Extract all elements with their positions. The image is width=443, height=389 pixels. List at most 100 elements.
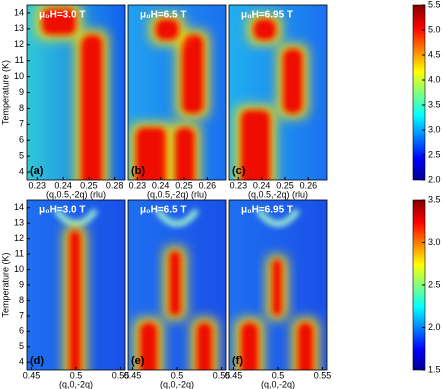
y-tick-label: 12: [14, 233, 24, 243]
panel-title: μ₀H=3.0 T: [39, 10, 85, 21]
colorbar-tick-label: 5.0: [428, 24, 441, 34]
x-tick-label: 0.26: [199, 180, 217, 190]
panel-label: (d): [30, 355, 44, 367]
x-tick-label: 0.5: [171, 370, 184, 380]
heatmap: [128, 200, 226, 370]
x-tick-label: 0.45: [225, 370, 243, 380]
heatmap: [229, 200, 327, 370]
core: [272, 259, 282, 316]
x-tick-label: 0.25: [175, 180, 193, 190]
core: [297, 322, 314, 370]
panel-label: (a): [30, 165, 44, 177]
x-tick-label: 0.55: [314, 370, 332, 380]
panel-title: μ₀H=6.95 T: [241, 205, 293, 216]
panel-label: (e): [131, 355, 145, 367]
colorbar-tick-label: 2.5: [428, 279, 441, 289]
y-tick-label: 6: [19, 135, 24, 145]
x-tick-label: 0.24: [253, 180, 271, 190]
x-tick-label: 0.24: [54, 180, 72, 190]
y-axis-label: Temperature (K): [0, 60, 10, 125]
y-tick-label: 7: [19, 119, 24, 129]
y-axis-label: Temperature (K): [0, 252, 10, 317]
panel-title: μ₀H=6.5 T: [140, 10, 186, 21]
colorbar-tick-label: 3.0: [428, 237, 441, 247]
x-axis-label: (q,0.5,-2q) (rlu): [248, 189, 308, 199]
core: [135, 127, 168, 180]
core: [155, 19, 179, 40]
colorbar-tick-label: 4.5: [428, 49, 441, 59]
x-tick-label: 0.25: [276, 180, 294, 190]
arc: [154, 208, 200, 227]
panel-label: (b): [131, 165, 145, 177]
heatmap: [27, 200, 125, 370]
colorbar-tick-label: 2.0: [428, 174, 441, 184]
panel-label: (f): [232, 355, 243, 367]
y-tick-label: 12: [14, 39, 24, 49]
x-tick-label: 0.28: [106, 180, 124, 190]
y-tick-label: 14: [14, 202, 24, 212]
arc: [255, 208, 301, 227]
y-tick-label: 8: [19, 295, 24, 305]
x-axis-label: (q,0.5,-2q) (rlu): [46, 189, 106, 199]
x-tick-label: 0.23: [230, 180, 248, 190]
colorbar: [412, 4, 426, 181]
x-tick-label: 0.55: [213, 370, 231, 380]
y-tick-label: 10: [14, 71, 24, 81]
x-tick-label: 0.24: [152, 180, 170, 190]
core: [240, 322, 259, 370]
core: [253, 19, 277, 40]
x-tick-label: 0.26: [300, 180, 318, 190]
x-axis-label: (q,0,-2q): [160, 379, 194, 389]
y-tick-label: 14: [14, 7, 24, 17]
y-tick-label: 9: [19, 279, 24, 289]
core: [80, 34, 103, 180]
core: [69, 230, 81, 370]
x-tick-label: 0.45: [23, 370, 41, 380]
y-tick-label: 8: [19, 103, 24, 113]
colorbar-tick-label: 2.0: [428, 322, 441, 332]
x-axis-label: (q,0.5,-2q) (rlu): [147, 189, 207, 199]
heatmap: [128, 5, 226, 180]
y-tick-label: 11: [15, 55, 24, 65]
y-tick-label: 11: [15, 248, 24, 258]
colorbar-tick-label: 2.5: [428, 149, 441, 159]
x-axis-label: (q,0,-2q): [59, 379, 93, 389]
colorbar-tick-label: 5.5: [428, 0, 441, 9]
y-tick-label: 5: [19, 151, 24, 161]
y-tick-label: 13: [14, 218, 24, 228]
y-tick-label: 7: [19, 310, 24, 320]
x-tick-label: 0.45: [124, 370, 142, 380]
colorbar-tick-label: 4.0: [428, 74, 441, 84]
panel-title: μ₀H=3.0 T: [39, 205, 85, 216]
core: [240, 110, 271, 180]
x-tick-label: 0.5: [70, 370, 83, 380]
y-tick-label: 13: [14, 23, 24, 33]
core: [181, 34, 204, 114]
colorbar-tick-label: 3.5: [428, 99, 441, 109]
x-tick-label: 0.55: [112, 370, 130, 380]
x-tick-label: 0.23: [129, 180, 147, 190]
core: [169, 251, 181, 316]
core: [175, 127, 195, 180]
y-tick-label: 10: [14, 264, 24, 274]
core: [196, 322, 213, 370]
core: [282, 48, 303, 114]
colorbar-tick-label: 3.0: [428, 124, 441, 134]
arc: [53, 208, 99, 227]
y-tick-label: 5: [19, 341, 24, 351]
y-tick-label: 6: [19, 326, 24, 336]
core: [139, 322, 158, 370]
heatmap: [229, 5, 327, 180]
y-tick-label: 4: [19, 166, 24, 176]
x-tick-label: 0.25: [80, 180, 98, 190]
colorbar-tick-label: 3.5: [428, 194, 441, 204]
frame: [127, 4, 227, 181]
core: [41, 8, 76, 35]
panel-label: (c): [232, 165, 246, 177]
x-tick-label: 0.23: [29, 180, 47, 190]
colorbar-tick-label: 1.5: [428, 364, 441, 374]
x-axis-label: (q,0,-2q): [261, 379, 295, 389]
panel-title: μ₀H=6.95 T: [241, 10, 293, 21]
x-tick-label: 0.5: [272, 370, 285, 380]
